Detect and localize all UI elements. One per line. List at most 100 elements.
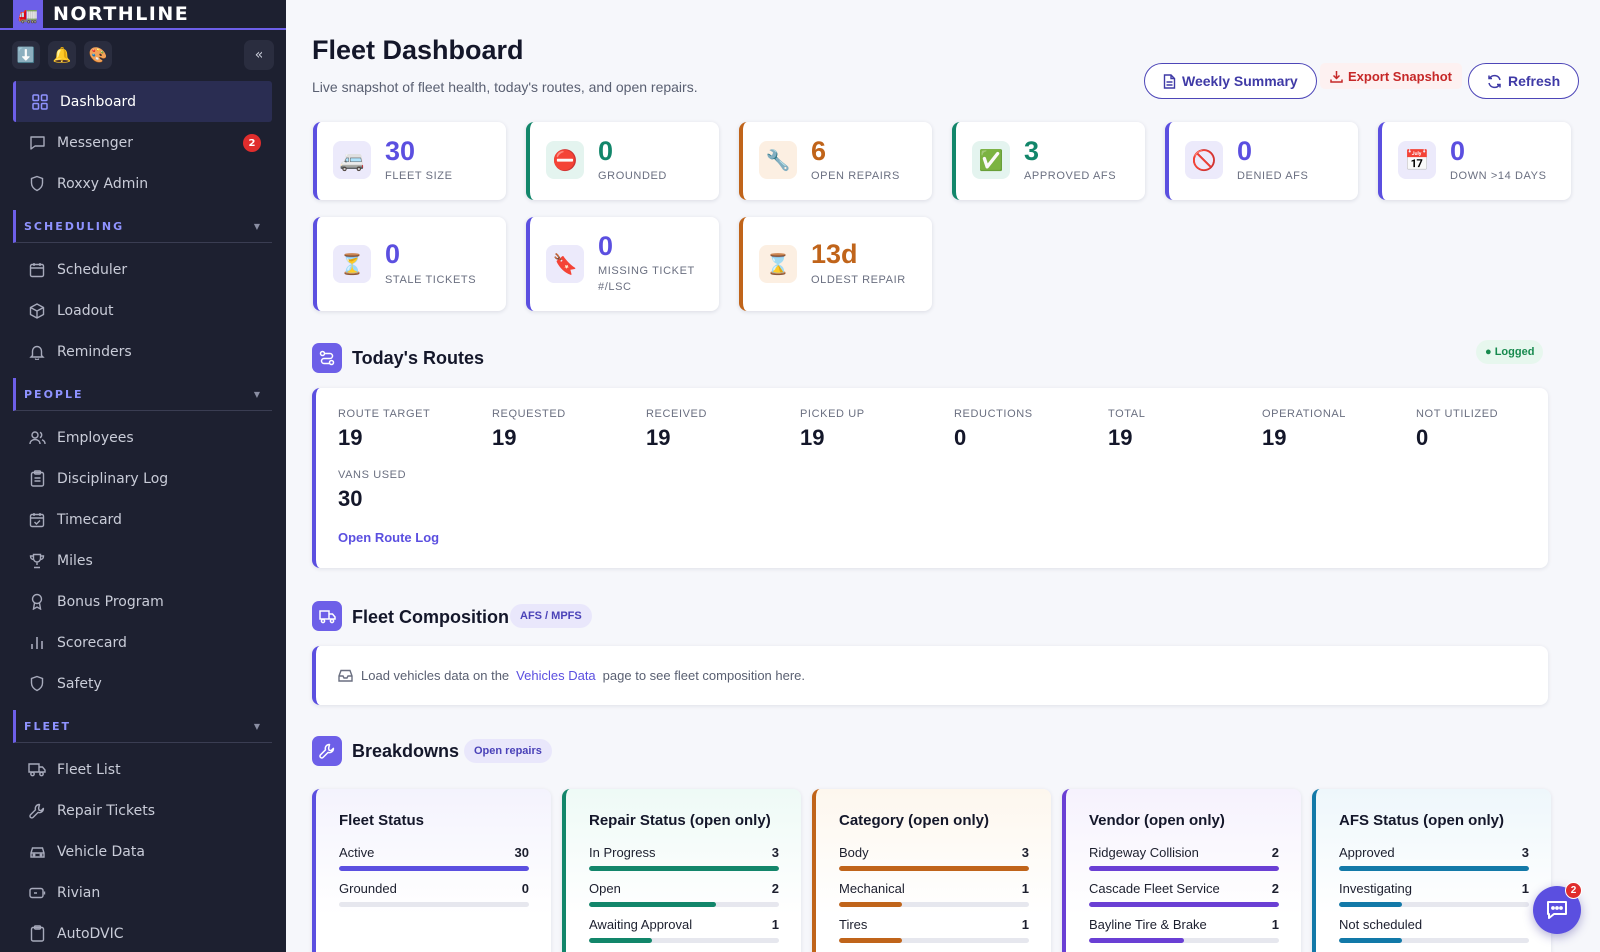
sidebar-item-dashboard[interactable]: Dashboard xyxy=(13,81,272,122)
vehicles-data-link[interactable]: Vehicles Data xyxy=(516,668,596,683)
sidebar-item-autodvic[interactable]: AutoDVIC xyxy=(0,913,286,952)
route-metric-not-utilized: NOT UTILIZED 0 xyxy=(1416,408,1498,451)
breakdown-row-count: 3 xyxy=(1521,845,1529,860)
notification-bell-icon[interactable]: 🔔 xyxy=(48,41,76,69)
breakdown-row: Mechanical 1 xyxy=(839,881,1029,907)
breakdown-bar-fill xyxy=(1089,902,1279,907)
breakdown-card: Repair Status (open only) In Progress 3 Ope… xyxy=(562,789,801,952)
breakdown-row: Bayline Tire & Brake 1 xyxy=(1089,917,1279,943)
sidebar-section-people[interactable]: PEOPLE ▼ xyxy=(13,378,272,411)
sidebar-item-employees[interactable]: Employees xyxy=(0,417,286,458)
breakdown-row-label: Cascade Fleet Service xyxy=(1089,881,1220,896)
metric-value: 0 xyxy=(1416,425,1429,450)
metric-label: RECEIVED xyxy=(646,408,708,420)
sidebar-item-scorecard[interactable]: Scorecard xyxy=(0,622,286,663)
grid-icon xyxy=(31,93,49,111)
document-icon xyxy=(1163,73,1176,89)
metric-value: 19 xyxy=(646,425,671,450)
breakdown-row-label: Approved xyxy=(1339,845,1395,860)
sidebar-section-scheduling[interactable]: SCHEDULING ▼ xyxy=(13,210,272,243)
metric-label: OPERATIONAL xyxy=(1262,408,1347,420)
breakdown-card: Category (open only) Body 3 Mechanical 1 Tire… xyxy=(812,789,1051,952)
sidebar-item-roxxy-admin[interactable]: Roxxy Admin xyxy=(0,163,286,204)
stat-label: APPROVED AFS xyxy=(1024,170,1117,182)
sidebar-item-disciplinary-log[interactable]: Disciplinary Log xyxy=(0,458,286,499)
sidebar-item-messenger[interactable]: Messenger 2 xyxy=(0,122,286,163)
sidebar-item-label: Dashboard xyxy=(60,93,136,110)
sidebar-item-rivian[interactable]: Rivian xyxy=(0,872,286,913)
sidebar-item-scheduler[interactable]: Scheduler xyxy=(0,249,286,290)
route-metric-operational: OPERATIONAL 19 xyxy=(1262,408,1346,451)
award-icon xyxy=(28,593,46,611)
section-title: SCHEDULING xyxy=(24,219,125,233)
sidebar-item-miles[interactable]: Miles xyxy=(0,540,286,581)
composition-section-title: Fleet Composition xyxy=(352,607,509,627)
breakdown-bar-fill xyxy=(1089,938,1184,943)
brand: 🚛 NORTHLINE xyxy=(0,0,286,30)
breakdown-row: Awaiting Approval 1 xyxy=(589,917,779,943)
routes-status-badge: ● Logged xyxy=(1476,340,1544,364)
breakdown-row: Not scheduled xyxy=(1339,917,1529,943)
stat-card-fleet-size[interactable]: 🚐 30 FLEET SIZE xyxy=(313,122,506,200)
stat-card-down-14-days[interactable]: 📅 0 DOWN >14 DAYS xyxy=(1378,122,1571,200)
sidebar-item-timecard[interactable]: Timecard xyxy=(0,499,286,540)
sidebar-item-reminders[interactable]: Reminders xyxy=(0,331,286,372)
sidebar-item-bonus-program[interactable]: Bonus Program xyxy=(0,581,286,622)
breakdown-row: Ridgeway Collision 2 xyxy=(1089,845,1279,871)
sidebar-item-label: Messenger xyxy=(57,134,134,151)
stat-value: 0 xyxy=(1450,136,1466,166)
stat-card-missing-ticket[interactable]: 🔖 0 MISSING TICKET #/LSC xyxy=(526,217,719,311)
collapse-sidebar-button[interactable]: « xyxy=(244,40,274,70)
stat-label: GROUNDED xyxy=(598,170,667,182)
breakdown-row-label: Ridgeway Collision xyxy=(1089,845,1199,860)
sidebar-item-label: Bonus Program xyxy=(57,593,164,610)
routes-section-title: Today's Routes xyxy=(352,348,484,368)
page-title: Fleet Dashboard xyxy=(312,35,524,65)
calendar-check-icon xyxy=(28,511,46,529)
breakdown-row-label: In Progress xyxy=(589,845,656,860)
theme-palette-icon[interactable]: 🎨 xyxy=(84,41,112,69)
stat-card-denied-afs[interactable]: 🚫 0 DENIED AFS xyxy=(1165,122,1358,200)
stat-label: DOWN >14 DAYS xyxy=(1450,170,1547,182)
stat-card-stale-tickets[interactable]: ⏳ 0 STALE TICKETS xyxy=(313,217,506,311)
stat-card-approved-afs[interactable]: ✅ 3 APPROVED AFS xyxy=(952,122,1145,200)
sidebar-item-label: Vehicle Data xyxy=(57,843,145,860)
breakdown-bar-track xyxy=(339,866,529,871)
sidebar-item-safety[interactable]: Safety xyxy=(0,663,286,704)
stat-card-oldest-repair[interactable]: ⌛ 13d OLDEST REPAIR xyxy=(739,217,932,311)
stat-card-grounded[interactable]: ⛔ 0 GROUNDED xyxy=(526,122,719,200)
chat-unread-badge: 2 xyxy=(1565,882,1582,899)
sidebar-section-fleet[interactable]: FLEET ▼ xyxy=(13,710,272,743)
sidebar-item-label: Reminders xyxy=(57,343,132,360)
breakdown-card-title: AFS Status (open only) xyxy=(1339,812,1504,829)
breakdown-bar-track xyxy=(589,866,779,871)
breakdown-card: Fleet Status Active 30 Grounded 0 xyxy=(312,789,551,952)
breakdown-row-count: 0 xyxy=(521,881,529,896)
truck-icon xyxy=(312,601,342,631)
weekly-summary-button[interactable]: Weekly Summary xyxy=(1144,63,1317,99)
breakdown-bar-track xyxy=(1339,866,1529,871)
breakdown-bar-fill xyxy=(589,902,717,907)
open-route-log-link[interactable]: Open Route Log xyxy=(338,530,440,545)
stat-card-open-repairs[interactable]: 🔧 6 OPEN REPAIRS xyxy=(739,122,932,200)
composition-pill: AFS / MPFS xyxy=(510,604,592,628)
sidebar-item-vehicle-data[interactable]: Vehicle Data xyxy=(0,831,286,872)
breakdown-row: Cascade Fleet Service 2 xyxy=(1089,881,1279,907)
sidebar-item-repair-tickets[interactable]: Repair Tickets xyxy=(0,790,286,831)
bookmark-icon: 🔖 xyxy=(546,245,584,283)
hourglass-icon: ⏳ xyxy=(333,245,371,283)
download-icon[interactable]: ⬇️ xyxy=(12,41,40,69)
chat-bubble-icon xyxy=(1547,901,1567,919)
sidebar-item-loadout[interactable]: Loadout xyxy=(0,290,286,331)
breakdown-row-count: 30 xyxy=(514,845,529,860)
breakdown-row: Body 3 xyxy=(839,845,1029,871)
breakdown-row-label: Grounded xyxy=(339,881,397,896)
export-snapshot-button[interactable]: Export Snapshot xyxy=(1320,63,1463,89)
sidebar-item-label: AutoDVIC xyxy=(57,925,124,942)
wrench-icon: 🔧 xyxy=(759,141,797,179)
sidebar-item-fleet-list[interactable]: Fleet List xyxy=(0,749,286,790)
breakdown-row-label: Open xyxy=(589,881,621,896)
breakdown-bar-fill xyxy=(1089,866,1279,871)
breakdown-bar-fill xyxy=(339,866,529,871)
refresh-button[interactable]: Refresh xyxy=(1468,63,1580,99)
